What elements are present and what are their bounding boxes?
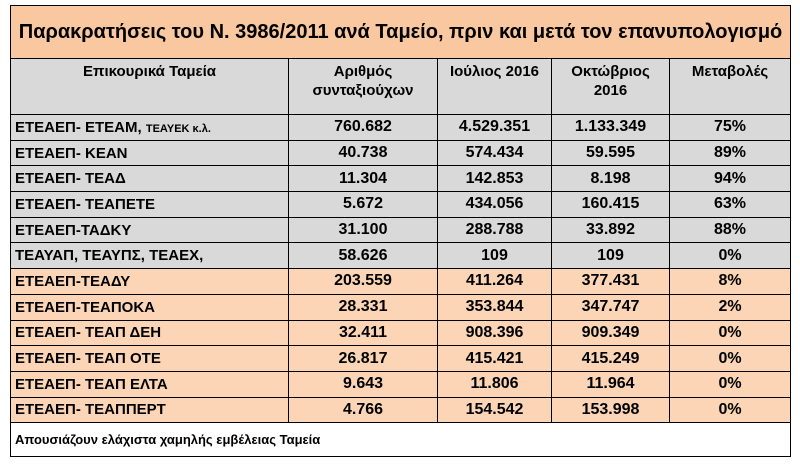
value-cell: 353.844: [437, 293, 552, 321]
fund-cell: ΕΤΕΑΕΠ-ΤΕΑΠΟΚΑ: [10, 293, 289, 321]
value-cell: 0%: [668, 319, 792, 347]
table-row: ΕΤΕΑΕΠ- ΕΤΕΑΜ, ΤΕΑΥΕΚ κ.λ. 760.682 4.529.3…: [10, 114, 792, 141]
table-row: ΕΤΕΑΕΠ- ΤΕΑΠ ΔΕΗ 32.411 908.396 909.349 0%: [10, 319, 792, 347]
value-cell: 347.747: [551, 293, 670, 321]
value-cell: 5.672: [288, 191, 438, 218]
fund-name: ΕΤΕΑΕΠ-ΤΕΑΠΟΚΑ: [15, 298, 156, 316]
value-cell: 4.766: [288, 396, 438, 424]
value-cell: 760.682: [288, 114, 438, 141]
table-row: ΕΤΕΑΕΠ- ΤΕΑΠ ΟΤΕ 26.817 415.421 415.249 0%: [10, 345, 792, 372]
value-cell: 40.738: [288, 139, 438, 167]
value-cell: 94%: [668, 165, 792, 193]
fund-name: ΕΤΕΑΕΠ- ΤΕΑΠ ΕΛΤΑ: [15, 375, 168, 393]
title-row: Παρακρατήσεις του Ν. 3986/2011 ανά Ταμεί…: [9, 5, 792, 59]
value-cell: 31.100: [288, 216, 438, 244]
fund-name: ΕΤΕΑΕΠ- ΤΕΑΔ: [15, 170, 126, 188]
value-cell: 88%: [668, 216, 792, 244]
value-cell: 63%: [668, 191, 792, 218]
column-header: Επικουρικά Ταμεία: [10, 58, 289, 115]
value-cell: 0%: [668, 396, 792, 424]
column-header: Οκτώβριος 2016: [551, 58, 670, 115]
value-cell: 434.056: [437, 191, 552, 218]
fund-name: ΕΤΕΑΕΠ- ΚΕΑΝ: [15, 144, 128, 162]
fund-name: ΕΤΕΑΕΠ- ΕΤΕΑΜ,: [15, 118, 142, 136]
value-cell: 153.998: [551, 396, 670, 424]
table-row: ΕΤΕΑΕΠ-ΤΕΑΔΥ 203.559 411.264 377.431 8%: [10, 268, 792, 295]
value-cell: 909.349: [551, 319, 670, 347]
fund-cell: ΕΤΕΑΕΠ- ΕΤΕΑΜ, ΤΕΑΥΕΚ κ.λ.: [10, 114, 289, 141]
fund-name: ΕΤΕΑΕΠ- ΤΕΑΠ ΟΤΕ: [15, 350, 161, 368]
table-row: ΕΤΕΑΕΠ-ΤΑΔΚΥ 31.100 288.788 33.892 88%: [10, 216, 792, 244]
value-cell: 59.595: [551, 139, 670, 167]
fund-name: ΤΕΑΥΑΠ, ΤΕΑΥΠΣ, ΤΕΑΕΧ,: [15, 247, 204, 265]
value-cell: 89%: [668, 139, 792, 167]
value-cell: 377.431: [551, 268, 670, 295]
value-cell: 411.264: [437, 268, 552, 295]
header-row: Επικουρικά Ταμεία Αριθμός συνταξιούχων Ιού…: [10, 58, 792, 115]
value-cell: 11.304: [288, 165, 438, 193]
value-cell: 4.529.351: [437, 114, 552, 141]
fund-name: ΕΤΕΑΕΠ- ΤΕΑΠΕΤΕ: [15, 195, 156, 213]
value-cell: 154.542: [437, 396, 552, 424]
table-row: ΕΤΕΑΕΠ- ΚΕΑΝ 40.738 574.434 59.595 89%: [10, 139, 792, 167]
fund-name: ΕΤΕΑΕΠ- ΤΕΑΠ ΔΕΗ: [15, 324, 162, 342]
table-row: ΕΤΕΑΕΠ- ΤΕΑΠΕΤΕ 5.672 434.056 160.415 63%: [10, 191, 792, 218]
value-cell: 1.133.349: [551, 114, 670, 141]
fund-cell: ΕΤΕΑΕΠ-ΤΑΔΚΥ: [10, 216, 289, 244]
table-row: ΕΤΕΑΕΠ-ΤΕΑΠΟΚΑ 28.331 353.844 347.747 2%: [10, 293, 792, 321]
value-cell: 11.964: [551, 370, 670, 398]
fund-cell: ΤΕΑΥΑΠ, ΤΕΑΥΠΣ, ΤΕΑΕΧ,: [10, 242, 289, 270]
value-cell: 58.626: [288, 242, 438, 270]
value-cell: 9.643: [288, 370, 438, 398]
value-cell: 32.411: [288, 319, 438, 347]
column-header: Αριθμός συνταξιούχων: [288, 58, 438, 115]
value-cell: 8%: [668, 268, 792, 295]
fund-cell: ΕΤΕΑΕΠ- ΤΕΑΠ ΕΛΤΑ: [10, 370, 289, 398]
value-cell: 160.415: [551, 191, 670, 218]
value-cell: 574.434: [437, 139, 552, 167]
table: Παρακρατήσεις του Ν. 3986/2011 ανά Ταμεί…: [9, 5, 792, 458]
value-cell: 26.817: [288, 345, 438, 372]
table-row: ΤΕΑΥΑΠ, ΤΕΑΥΠΣ, ΤΕΑΕΧ, 58.626 109 109 0%: [10, 242, 792, 270]
value-cell: 415.249: [551, 345, 670, 372]
value-cell: 75%: [668, 114, 792, 141]
value-cell: 203.559: [288, 268, 438, 295]
fund-cell: ΕΤΕΑΕΠ- ΤΕΑΠΕΤΕ: [10, 191, 289, 218]
fund-cell: ΕΤΕΑΕΠ- ΚΕΑΝ: [10, 139, 289, 167]
value-cell: 0%: [668, 242, 792, 270]
column-header: Μεταβολές: [668, 58, 792, 115]
column-header: Ιούλιος 2016: [437, 58, 552, 115]
value-cell: 109: [551, 242, 670, 270]
table-body: Παρακρατήσεις του Ν. 3986/2011 ανά Ταμεί…: [9, 5, 792, 458]
value-cell: 142.853: [437, 165, 552, 193]
value-cell: 28.331: [288, 293, 438, 321]
value-cell: 0%: [668, 370, 792, 398]
value-cell: 33.892: [551, 216, 670, 244]
value-cell: 109: [437, 242, 552, 270]
footer-row: Απουσιάζουν ελάχιστα χαμηλής εμβέλειας Τ…: [9, 422, 792, 458]
fund-cell: ΕΤΕΑΕΠ-ΤΕΑΔΥ: [10, 268, 289, 295]
value-cell: 0%: [668, 345, 792, 372]
value-cell: 288.788: [437, 216, 552, 244]
fund-name: ΕΤΕΑΕΠ- ΤΕΑΠΠΕΡΤ: [15, 401, 166, 419]
fund-cell: ΕΤΕΑΕΠ- ΤΕΑΠ ΔΕΗ: [10, 319, 289, 347]
fund-cell: ΕΤΕΑΕΠ- ΤΕΑΔ: [10, 165, 289, 193]
value-cell: 8.198: [551, 165, 670, 193]
footer: Απουσιάζουν ελάχιστα χαμηλής εμβέλειας Τ…: [9, 422, 792, 458]
fund-name: ΕΤΕΑΕΠ-ΤΕΑΔΥ: [15, 272, 131, 290]
value-cell: 2%: [668, 293, 792, 321]
table-row: ΕΤΕΑΕΠ- ΤΕΑΠΠΕΡΤ 4.766 154.542 153.998 0%: [10, 396, 792, 424]
value-cell: 11.806: [437, 370, 552, 398]
table-row: ΕΤΕΑΕΠ- ΤΕΑΔ 11.304 142.853 8.198 94%: [10, 165, 792, 193]
value-cell: 415.421: [437, 345, 552, 372]
table-row: ΕΤΕΑΕΠ- ΤΕΑΠ ΕΛΤΑ 9.643 11.806 11.964 0%: [10, 370, 792, 398]
fund-note: ΤΕΑΥΕΚ κ.λ.: [145, 122, 211, 135]
title: Παρακρατήσεις του Ν. 3986/2011 ανά Ταμεί…: [9, 5, 792, 59]
fund-cell: ΕΤΕΑΕΠ- ΤΕΑΠΠΕΡΤ: [10, 396, 289, 424]
fund-cell: ΕΤΕΑΕΠ- ΤΕΑΠ ΟΤΕ: [10, 345, 289, 372]
fund-name: ΕΤΕΑΕΠ-ΤΑΔΚΥ: [15, 221, 132, 239]
value-cell: 908.396: [437, 319, 552, 347]
